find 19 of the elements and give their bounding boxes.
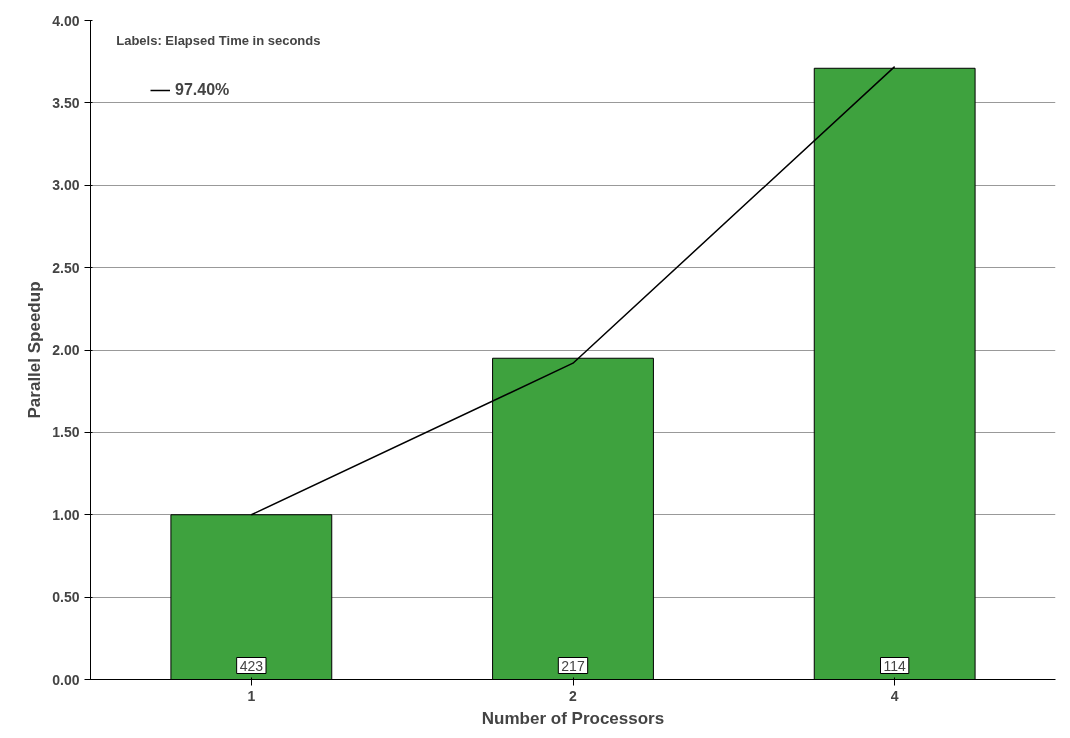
legend-label: 97.40% — [175, 81, 230, 99]
y-tick-label: 2.00 — [52, 342, 80, 358]
y-tick-label: 0.00 — [52, 671, 80, 688]
y-tick-label: 3.50 — [52, 94, 80, 111]
annotation: 423 — [239, 657, 264, 674]
x-tick-label: 1 — [247, 687, 256, 704]
y-tick-label: 1.50 — [52, 424, 80, 441]
x-axis-title: Number of Processors — [481, 708, 665, 728]
x-tick-label: 4 — [890, 687, 899, 704]
y-tick-label: 1.00 — [52, 506, 80, 523]
y-axis-title: Parallel Speedup — [25, 281, 45, 419]
y-tick-label: 2.50 — [52, 259, 80, 276]
y-tick-label: 4.00 — [52, 12, 80, 29]
y-tick-label: 3.00 — [52, 177, 80, 194]
y-tick-label: 0.50 — [52, 589, 80, 606]
annotation: 114 — [883, 657, 907, 674]
annotation: 217 — [561, 657, 585, 674]
x-tick-label: 2 — [569, 687, 578, 704]
annotation: Labels: Elapsed Time in seconds — [116, 32, 321, 48]
